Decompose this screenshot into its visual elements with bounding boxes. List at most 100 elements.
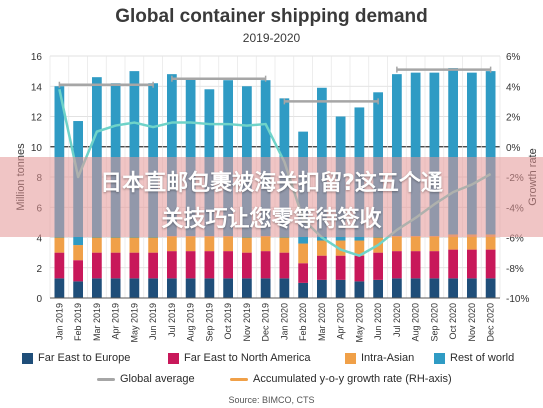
bar-segment [485, 249, 496, 279]
bar-segment [467, 234, 477, 250]
x-tick-label: May 2019 [129, 303, 139, 343]
bar-segment [148, 278, 158, 298]
banner-line-1: 日本直邮包裹被海关扣留?这五个通 [100, 171, 443, 196]
y2-tick-label: 2% [506, 113, 521, 124]
legend-label: Global average [120, 373, 195, 385]
bar-segment [92, 252, 102, 279]
bar-segment [335, 240, 346, 256]
y-tick-label: 10 [31, 143, 43, 154]
bar-segment [185, 251, 196, 279]
legend-swatch [434, 352, 445, 364]
bar-segment [392, 278, 402, 298]
bar-segment [410, 251, 421, 279]
bar-segment [392, 251, 402, 279]
bar-segment [242, 252, 252, 279]
bar-segment [448, 68, 458, 235]
bar-segment [73, 245, 83, 261]
legend-line [230, 377, 248, 381]
bar-segment [354, 240, 365, 256]
bar-segment [429, 278, 440, 298]
bar-segment [410, 72, 421, 236]
bar-segment [148, 252, 158, 279]
bar-segment [410, 278, 421, 298]
bar-segment [54, 237, 65, 253]
bar-segment [185, 278, 196, 298]
x-tick-label: Jan 2020 [279, 303, 289, 340]
bar-segment [279, 278, 290, 298]
bar-segment [392, 74, 402, 236]
bar-segment [317, 240, 327, 256]
bar-segment [485, 278, 496, 298]
x-tick-label: Mar 2020 [317, 303, 327, 341]
bar-segment [110, 237, 121, 253]
x-tick-label: Feb 2019 [73, 303, 83, 341]
bar-segment [260, 251, 271, 279]
bar-segment [373, 252, 383, 280]
bar-segment [317, 255, 327, 280]
legend-swatch [168, 352, 179, 364]
bar-segment [223, 278, 233, 298]
bar-segment [467, 249, 477, 279]
bar-segment [298, 243, 308, 264]
legend-label: Accumulated y-o-y growth rate (RH-axis) [253, 373, 452, 385]
bar-segment [485, 234, 496, 250]
bar-segment [242, 278, 252, 298]
y2-tick-label: -8% [506, 264, 524, 275]
bar-segment [167, 251, 177, 279]
bar-segment [392, 235, 402, 252]
bar-segment [204, 251, 215, 279]
global-average-layer [58, 66, 492, 105]
legend-item-intra-asian: Intra-Asian [345, 352, 414, 364]
bar-segment [223, 251, 233, 279]
source-note: Source: BIMCO, CTS [228, 395, 315, 405]
x-tick-label: Apr 2020 [336, 303, 346, 340]
x-tick-label: Jun 2019 [148, 303, 158, 340]
bar-segment [467, 72, 477, 235]
x-tick-label: Aug 2019 [186, 303, 196, 342]
legend-item-far-east-north-america: Far East to North America [168, 352, 311, 364]
x-tick-label: Jun 2020 [373, 303, 383, 340]
bar-segment [410, 235, 421, 252]
chart-subtitle: 2019-2020 [242, 31, 301, 45]
x-tick-label: Jul 2019 [167, 303, 177, 337]
legend-item-far-east-europe: Far East to Europe [22, 352, 130, 364]
x-tick-label: Aug 2020 [411, 303, 421, 342]
x-tick-label: Dec 2019 [261, 303, 271, 342]
x-tick-label: May 2020 [354, 303, 364, 343]
bar-segment [448, 234, 458, 250]
y2-tick-label: -10% [506, 294, 529, 305]
bar-segment [260, 278, 271, 298]
y2-tick-label: 0% [506, 143, 521, 154]
y2-tick-label: -6% [506, 234, 524, 245]
x-tick-label: Nov 2020 [467, 303, 477, 342]
bar-segment [110, 252, 121, 279]
bar-segment [279, 252, 290, 279]
bar-segment [185, 235, 196, 252]
bar-segment [429, 72, 440, 236]
bar-segment [298, 263, 308, 283]
bar-segment [260, 235, 271, 252]
bar-segment [167, 278, 177, 298]
y-tick-label: 0 [36, 294, 42, 305]
x-tick-label: Jan 2019 [54, 303, 64, 340]
bar-segment [485, 71, 496, 235]
x-tick-label: Jul 2020 [392, 303, 402, 337]
x-tick-label: Sep 2020 [429, 303, 439, 342]
bar-segment [279, 237, 290, 253]
bar-segment [223, 235, 233, 252]
bar-segment [110, 278, 121, 298]
bar-segment [167, 74, 177, 236]
overlay-banner: 日本直邮包裹被海关扣留?这五个通 关技巧让您零等待签收 [0, 157, 543, 237]
x-tick-label: Oct 2019 [223, 303, 233, 340]
legend-item-growth-rate: Accumulated y-o-y growth rate (RH-axis) [230, 373, 452, 385]
legend-label: Far East to North America [184, 352, 311, 364]
x-tick-label: Mar 2019 [92, 303, 102, 341]
bar-segment [335, 279, 346, 298]
bar-segment [242, 237, 252, 253]
x-tick-label: Dec 2020 [486, 303, 496, 342]
bar-segment [73, 260, 83, 282]
y2-tick-label: 4% [506, 82, 521, 93]
bar-segment [148, 237, 158, 253]
legend-label: Far East to Europe [38, 352, 131, 364]
legend-item-global-average: Global average [97, 373, 195, 385]
